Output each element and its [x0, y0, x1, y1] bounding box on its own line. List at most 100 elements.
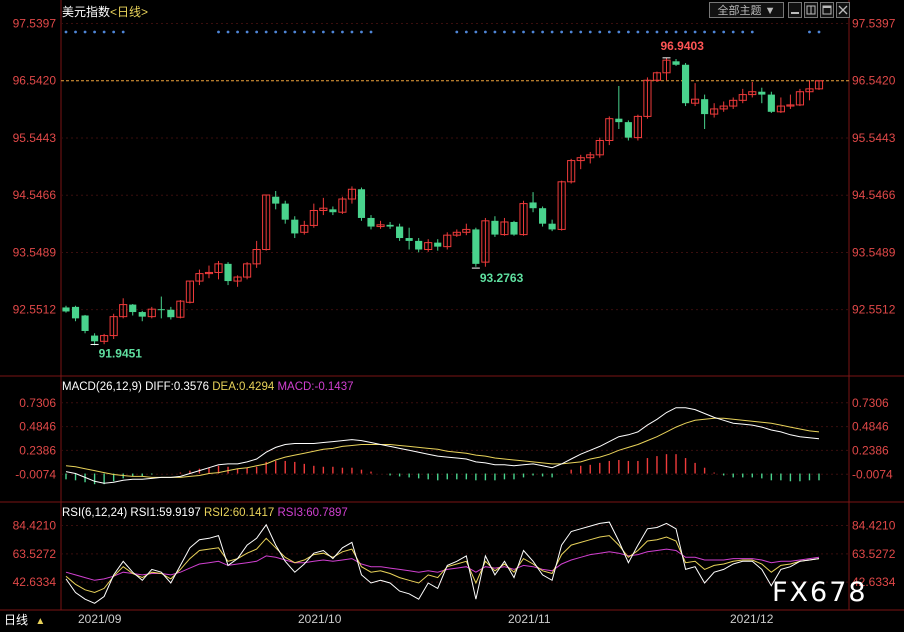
price-tick-left: 97.5397 [13, 16, 57, 30]
minimize-icon [791, 12, 799, 14]
rsi2-line [65, 535, 820, 594]
event-dot [674, 30, 678, 34]
close-button[interactable] [836, 2, 850, 18]
candle-down [71, 306, 80, 319]
event-dot [74, 30, 77, 34]
event-dot [626, 30, 630, 34]
candle-down [272, 196, 280, 204]
macd-tick-right: -0.0074 [852, 467, 893, 481]
candle-down [624, 122, 632, 138]
candle-up [500, 221, 509, 236]
period-tab[interactable]: 日线 ▲ [0, 610, 60, 630]
theme-dropdown[interactable]: 全部主题 ▼ [709, 2, 784, 18]
period-tab-label: 日线 [4, 613, 29, 627]
macd-dea-line [65, 417, 820, 478]
event-dot [236, 30, 239, 34]
rsi1-value: RSI1:59.9197 [130, 507, 201, 519]
maximize-button[interactable] [820, 2, 834, 18]
candle-down [129, 304, 137, 313]
chart-title: 美元指数<日线> [62, 3, 148, 20]
date-tick: 2021/12 [730, 612, 774, 626]
tile-button[interactable] [804, 2, 818, 18]
event-dot [636, 30, 640, 34]
candle-up [233, 276, 242, 282]
event-dot [217, 30, 220, 34]
candle-down [529, 202, 537, 209]
candle-up [567, 160, 576, 183]
event-dot [741, 30, 745, 34]
candle-down [701, 99, 709, 115]
candle-up [424, 242, 433, 251]
event-dot [226, 30, 230, 34]
candle-down [329, 209, 337, 213]
candle-down [681, 64, 690, 104]
macd-diff-value: DIFF:0.3576 [145, 381, 210, 393]
candle-down [357, 189, 366, 218]
candle-up [786, 104, 795, 107]
rsi1-line [65, 521, 820, 604]
price-tick-right: 92.5512 [852, 303, 896, 317]
event-dot [655, 30, 659, 34]
candle-down [224, 263, 232, 282]
price-tick-left: 92.5512 [13, 303, 57, 317]
price-tick-right: 93.5489 [852, 245, 896, 259]
price-tick-right: 94.5466 [852, 188, 896, 202]
candle-down [167, 309, 175, 318]
candle-down [281, 203, 289, 220]
candle-up [814, 80, 824, 90]
minimize-button[interactable] [788, 2, 802, 18]
candle-up [252, 249, 261, 265]
candle-up [452, 231, 461, 236]
candle-down [510, 221, 518, 235]
candle-up [557, 181, 566, 230]
candle-up [719, 105, 728, 110]
price-tick-right: 95.5443 [852, 131, 896, 145]
macd-legend: MACD(26,12,9) DIFF:0.3576 DEA:0.4294 MAC… [62, 381, 354, 393]
candle-up [195, 273, 204, 282]
event-dot [474, 30, 478, 34]
rsi3-line [65, 548, 820, 581]
event-dot [245, 30, 249, 34]
candle-down [539, 208, 547, 224]
rsi-tick-left: 84.4210 [13, 519, 57, 533]
event-dot [102, 30, 106, 34]
candle-up [185, 280, 194, 303]
maximize-icon [822, 5, 832, 15]
candle-up [243, 263, 252, 278]
event-dot [312, 30, 316, 34]
event-dot [350, 30, 354, 34]
event-dot [722, 30, 726, 34]
macd-tick-left: -0.0074 [15, 467, 56, 481]
event-dot [512, 30, 516, 34]
price-tick-left: 96.5420 [13, 74, 57, 88]
candle-down [491, 220, 499, 235]
date-tick: 2021/10 [298, 612, 342, 626]
date-tick: 2021/09 [78, 612, 122, 626]
candle-down [157, 309, 165, 311]
candle-up [738, 94, 747, 101]
event-dot [283, 30, 287, 34]
macd-tick-right: 0.2386 [852, 443, 889, 457]
extreme-label: 96.9403 [660, 39, 704, 53]
candle-up [376, 224, 385, 228]
event-dot [684, 30, 687, 34]
candle-up [662, 59, 671, 74]
candle-up [309, 209, 318, 226]
event-dot [464, 30, 468, 34]
event-dot [703, 30, 707, 34]
event-dot [331, 30, 335, 34]
candle-up [481, 220, 490, 263]
candle-down [758, 91, 766, 95]
candle-down [434, 242, 442, 247]
candle-up [300, 224, 309, 233]
candle-down [291, 219, 299, 234]
event-dot [302, 30, 306, 34]
event-dot [455, 30, 459, 34]
candle-down [405, 238, 413, 241]
rsi-tick-left: 63.5272 [13, 547, 57, 561]
candle-up [262, 194, 271, 251]
event-dot [693, 30, 697, 34]
event-dot [598, 30, 602, 34]
event-dot [93, 30, 96, 34]
candle-down [138, 312, 146, 317]
